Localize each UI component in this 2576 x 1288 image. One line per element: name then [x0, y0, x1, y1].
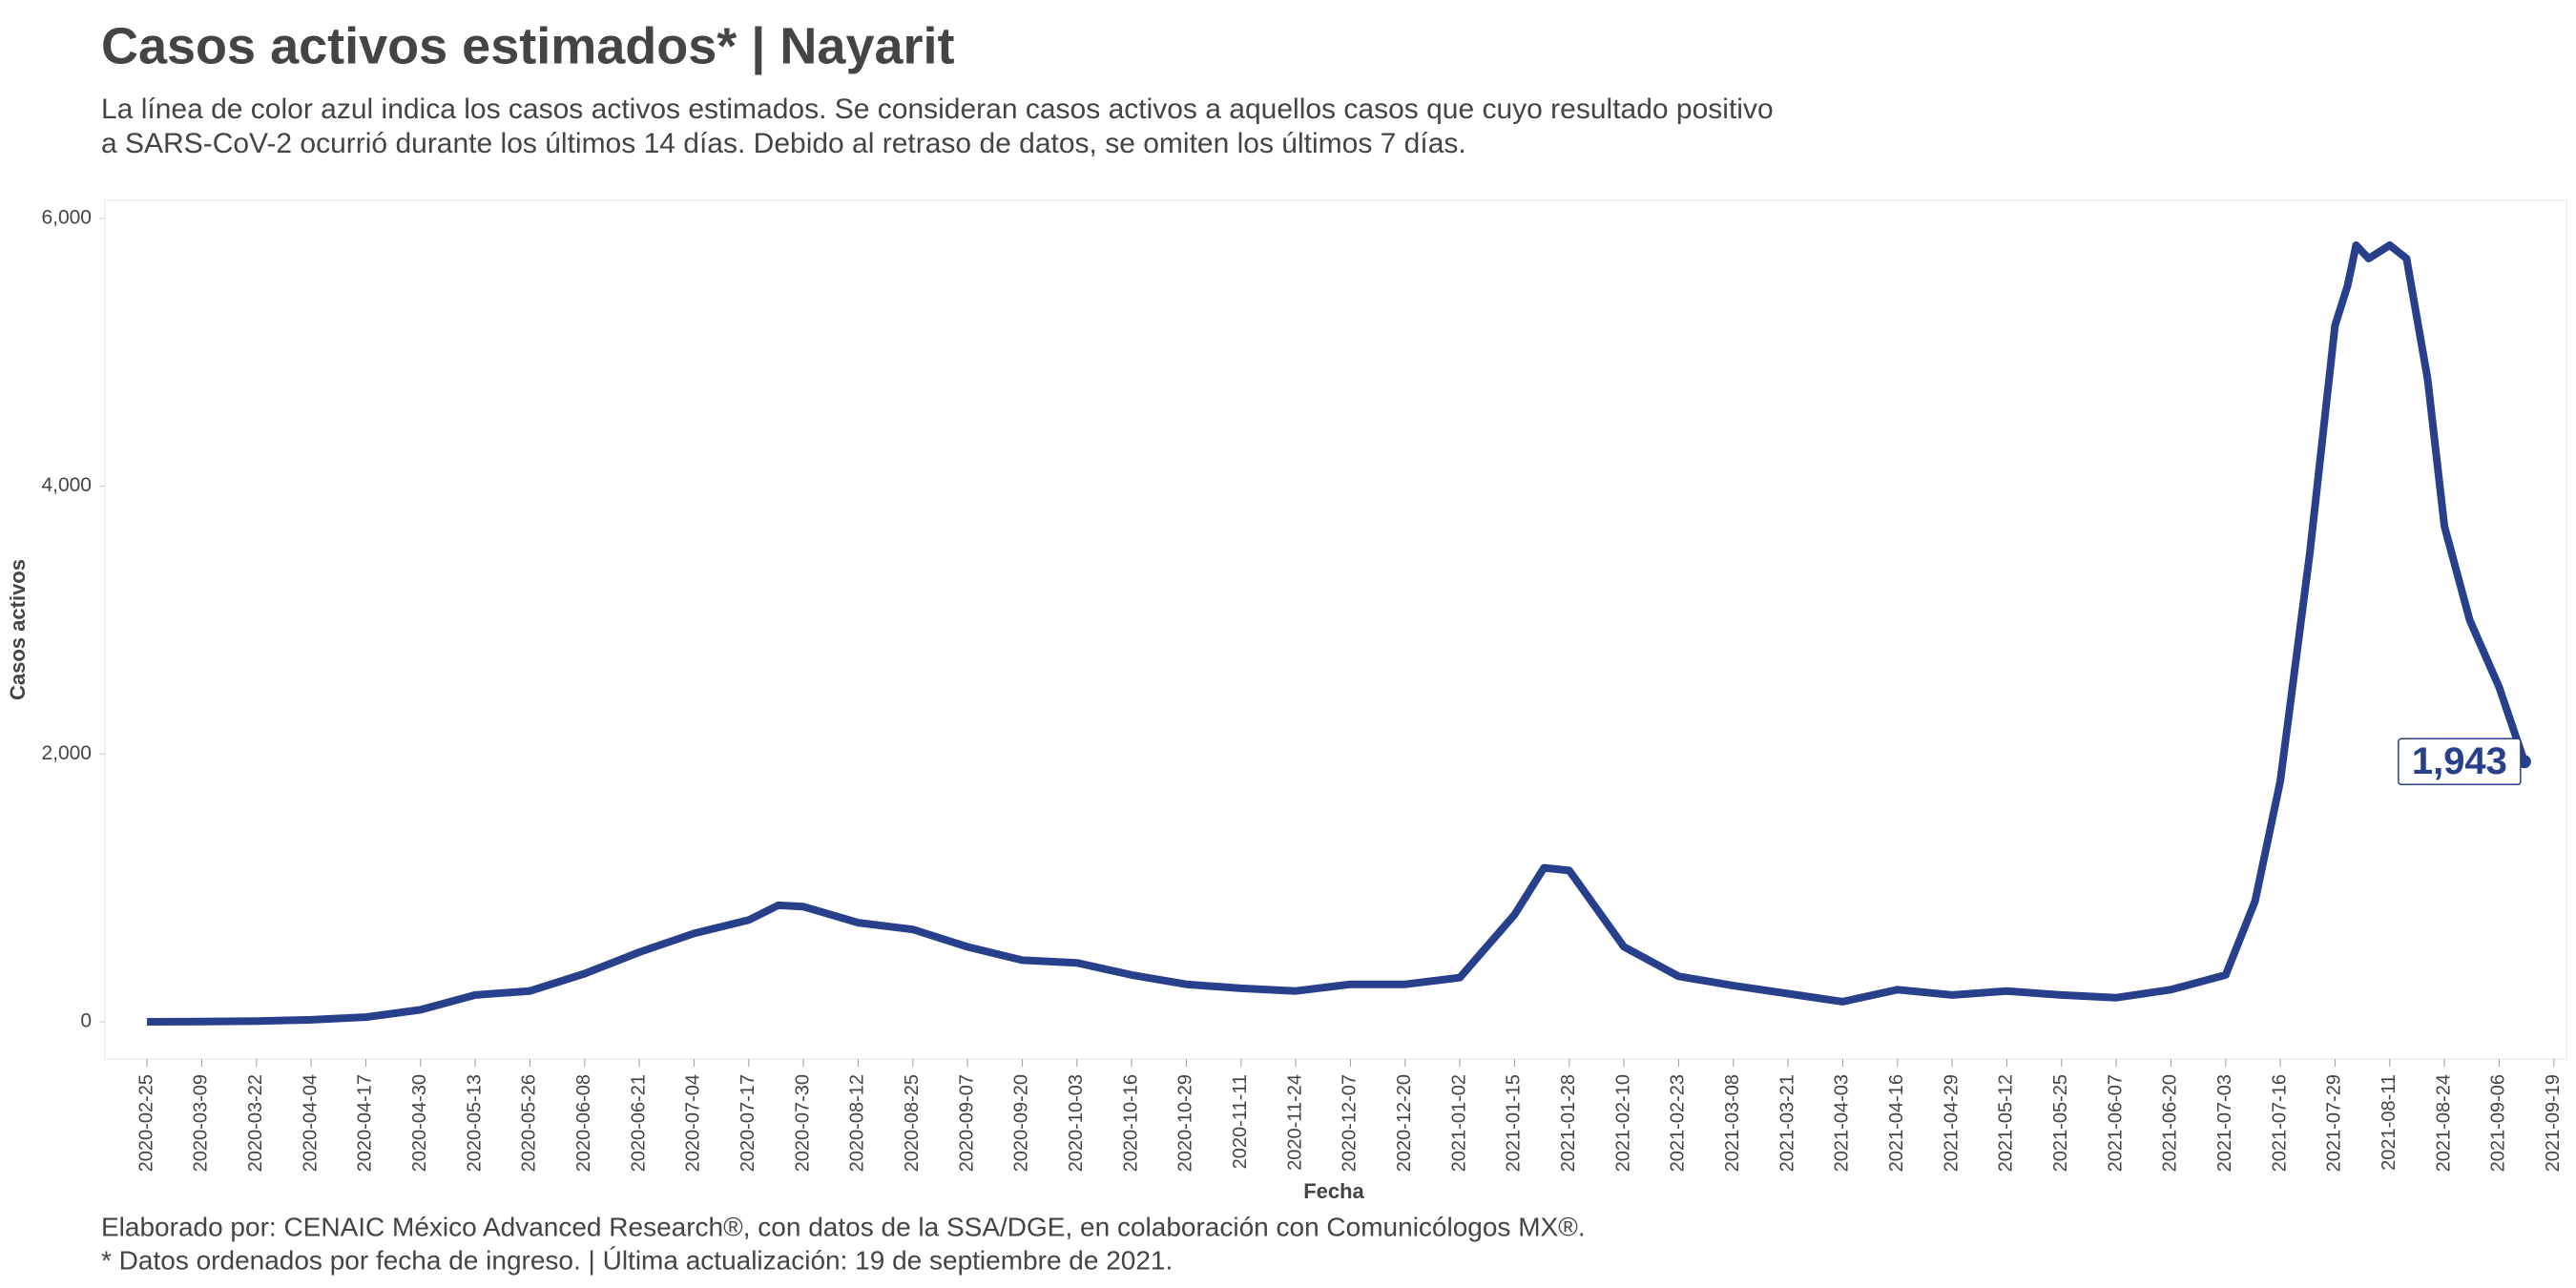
x-tick-label: 2021-03-08 — [1722, 1074, 1743, 1172]
x-tick-label: 2020-09-20 — [1011, 1074, 1032, 1172]
x-tick-label: 2020-07-04 — [683, 1074, 704, 1172]
x-tick-label: 2020-08-25 — [902, 1074, 923, 1172]
x-tick-label: 2021-08-24 — [2433, 1074, 2454, 1172]
x-tick-label: 2020-03-09 — [191, 1074, 212, 1172]
x-axis-label: Fecha — [1303, 1179, 1364, 1203]
y-tick-label: 6,000 — [41, 206, 92, 228]
value-label: 1,943 — [2412, 740, 2507, 782]
x-tick-label: 2020-12-20 — [1394, 1074, 1415, 1172]
x-tick-label: 2020-10-03 — [1066, 1074, 1087, 1172]
x-tick-label: 2020-11-11 — [1230, 1074, 1251, 1169]
x-tick-label: 2021-04-29 — [1941, 1074, 1962, 1172]
x-tick-label: 2021-06-07 — [2105, 1074, 2126, 1172]
x-tick-label: 2020-05-26 — [519, 1074, 540, 1172]
x-tick-label: 2021-05-12 — [1996, 1074, 2017, 1172]
y-tick-label: 2,000 — [41, 742, 92, 764]
x-tick-label: 2020-07-30 — [792, 1074, 813, 1172]
x-tick-label: 2020-09-07 — [956, 1074, 977, 1172]
x-tick-label: 2021-01-15 — [1504, 1074, 1525, 1172]
x-tick-label: 2020-10-29 — [1175, 1074, 1196, 1172]
x-tick-label: 2021-01-28 — [1558, 1074, 1579, 1172]
x-tick-label: 2020-04-30 — [409, 1074, 430, 1172]
value-label-box — [2398, 737, 2522, 786]
x-tick-label: 2021-01-02 — [1448, 1074, 1469, 1172]
x-tick-label: 2021-07-03 — [2214, 1074, 2235, 1172]
x-tick-label: 2020-06-08 — [573, 1074, 594, 1172]
x-tick-label: 2020-06-21 — [628, 1074, 649, 1172]
x-tick-label: 2020-03-22 — [245, 1074, 266, 1172]
data-line — [147, 241, 2528, 1026]
x-tick-label: 2021-07-16 — [2269, 1074, 2290, 1172]
x-tick-label: 2020-10-16 — [1120, 1074, 1141, 1172]
x-tick-label: 2021-09-06 — [2488, 1074, 2509, 1172]
x-tick-label: 2020-08-12 — [847, 1074, 868, 1172]
x-tick-label: 2020-04-17 — [355, 1074, 376, 1172]
plot-area — [104, 199, 2567, 1060]
x-tick-label: 2021-02-10 — [1612, 1074, 1633, 1172]
y-axis-label: Casos activos — [6, 559, 30, 700]
x-tick-label: 2020-07-17 — [737, 1074, 758, 1172]
x-tick-label: 2021-04-16 — [1886, 1074, 1907, 1172]
x-tick-label: 2021-05-25 — [2050, 1074, 2071, 1172]
x-tick-label: 2021-04-03 — [1832, 1074, 1853, 1172]
footer: * Datos ordenados por fecha de ingreso. … — [101, 1245, 1173, 1275]
x-tick-label: 2020-04-04 — [300, 1074, 321, 1172]
x-tick-label: 2020-02-25 — [135, 1074, 156, 1172]
x-tick-label: 2020-05-13 — [464, 1074, 485, 1172]
x-tick-label: 2021-09-19 — [2543, 1074, 2564, 1172]
footer: Elaborado por: CENAIC México Advanced Re… — [101, 1212, 1586, 1241]
y-tick-label: 4,000 — [41, 474, 92, 496]
y-tick-label: 0 — [80, 1010, 92, 1032]
x-tick-label: 2021-07-29 — [2324, 1074, 2345, 1172]
x-tick-label: 2021-03-21 — [1776, 1074, 1797, 1172]
x-tick-label: 2021-02-23 — [1668, 1074, 1689, 1172]
chart-subtitle: La línea de color azul indica los casos … — [101, 93, 1774, 125]
x-tick-label: 2020-12-07 — [1340, 1074, 1361, 1172]
x-tick-label: 2021-08-11 — [2379, 1074, 2399, 1171]
chart-title: Casos activos estimados* | Nayarit — [101, 17, 955, 75]
x-tick-label: 2021-06-20 — [2160, 1074, 2181, 1172]
chart-subtitle: a SARS-CoV-2 ocurrió durante los últimos… — [101, 128, 1466, 159]
x-tick-label: 2020-11-24 — [1284, 1074, 1305, 1171]
